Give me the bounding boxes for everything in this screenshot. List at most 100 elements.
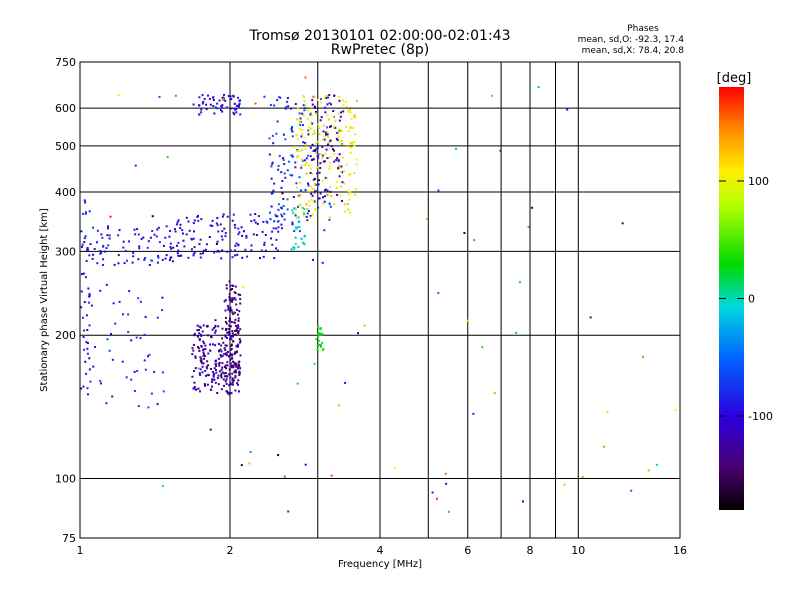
data-point (211, 385, 213, 388)
data-point (156, 228, 159, 231)
data-point (237, 227, 240, 230)
data-point (310, 198, 313, 201)
data-point (310, 192, 313, 195)
data-point (426, 218, 429, 220)
data-point (249, 451, 252, 453)
y-tick-label: 500 (55, 140, 76, 153)
data-point (527, 225, 530, 228)
data-point (281, 215, 284, 218)
data-point (143, 359, 146, 362)
data-point (130, 339, 133, 342)
data-point (228, 373, 231, 376)
data-point (237, 293, 240, 296)
data-point (304, 148, 307, 150)
data-point (327, 118, 330, 121)
data-point (229, 352, 232, 355)
data-point (226, 304, 229, 307)
data-point (472, 412, 475, 415)
data-point (311, 194, 314, 197)
data-point (234, 318, 237, 321)
data-point (245, 236, 248, 239)
data-point (232, 298, 234, 301)
y-axis-label: Stationary phase Virtual Height [km] (39, 208, 50, 392)
data-point (225, 284, 228, 287)
data-point (138, 247, 141, 250)
data-point (304, 188, 307, 191)
data-point (674, 408, 677, 411)
data-point (491, 94, 494, 97)
data-point (239, 341, 241, 344)
data-point (282, 159, 285, 161)
data-point (234, 376, 237, 379)
data-point (298, 127, 301, 130)
data-point (269, 211, 271, 214)
data-point (310, 114, 313, 117)
data-point (151, 230, 154, 232)
data-point (344, 381, 347, 384)
data-point (341, 171, 344, 174)
data-point (307, 184, 310, 187)
y-tick-label: 400 (55, 186, 76, 199)
data-point (234, 298, 237, 301)
data-point (96, 262, 99, 265)
data-point (147, 406, 150, 409)
data-point (224, 364, 227, 367)
data-point (187, 256, 190, 259)
data-point (209, 368, 212, 370)
data-point (330, 103, 333, 106)
data-point (294, 242, 297, 245)
data-point (326, 194, 329, 197)
data-point (182, 239, 185, 242)
data-point (229, 317, 231, 320)
data-point (230, 338, 233, 341)
data-point (304, 104, 307, 107)
data-point (237, 331, 240, 334)
data-point (205, 325, 208, 328)
data-point (237, 383, 239, 386)
data-point (436, 497, 438, 500)
data-point (226, 331, 229, 334)
data-point (229, 382, 232, 385)
data-point (317, 183, 320, 186)
data-point (217, 357, 220, 360)
data-point (226, 364, 229, 367)
data-point (329, 190, 332, 193)
data-point (87, 287, 90, 290)
data-point (230, 392, 233, 395)
data-point (228, 298, 231, 301)
data-point (218, 364, 221, 367)
data-point (134, 164, 137, 167)
data-point (86, 347, 89, 350)
data-point (235, 351, 238, 353)
data-point (335, 187, 338, 189)
data-point (315, 142, 318, 145)
data-point (303, 109, 306, 112)
data-point (230, 98, 233, 101)
data-point (291, 174, 294, 177)
data-point (275, 132, 278, 135)
data-point (214, 106, 217, 109)
data-point (233, 223, 236, 226)
data-point (328, 218, 331, 221)
data-point (207, 352, 210, 355)
data-point (83, 329, 85, 332)
data-point (176, 252, 179, 255)
data-point (327, 96, 330, 99)
data-point (107, 227, 109, 230)
data-point (240, 226, 243, 229)
data-point (198, 104, 201, 107)
data-point (224, 99, 227, 102)
data-point (309, 127, 312, 130)
data-point (221, 366, 224, 369)
data-point (244, 248, 247, 251)
data-point (314, 190, 317, 193)
data-point (301, 159, 304, 162)
data-point (130, 378, 133, 381)
data-point (310, 159, 313, 161)
data-point (230, 348, 233, 350)
data-point (324, 111, 327, 114)
data-point (226, 250, 229, 253)
data-point (229, 334, 232, 337)
data-point (467, 319, 470, 322)
data-point (234, 369, 237, 372)
